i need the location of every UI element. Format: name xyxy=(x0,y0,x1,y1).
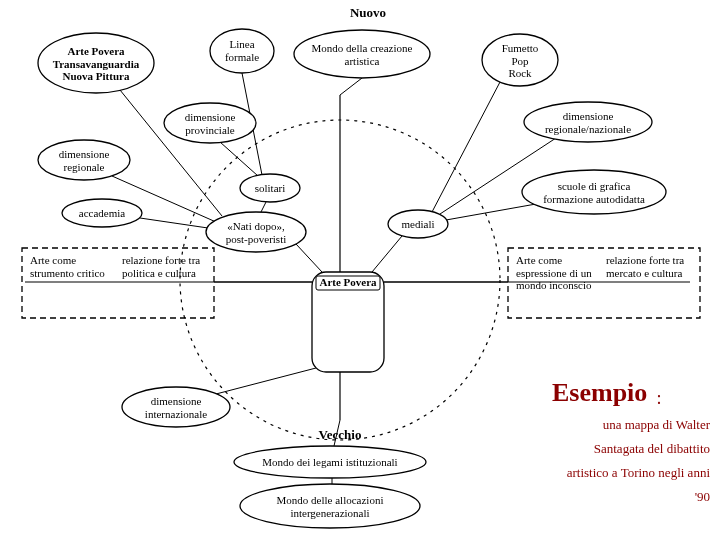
svg-line-20 xyxy=(334,420,340,446)
svg-point-30 xyxy=(38,140,130,180)
svg-point-26 xyxy=(294,30,430,78)
svg-line-14 xyxy=(296,244,322,272)
svg-point-34 xyxy=(388,210,448,238)
svg-rect-5 xyxy=(22,248,214,318)
svg-point-36 xyxy=(122,387,230,427)
svg-point-28 xyxy=(164,103,256,143)
svg-point-25 xyxy=(210,29,274,73)
svg-line-7 xyxy=(340,78,362,95)
svg-point-29 xyxy=(524,102,652,142)
svg-line-9 xyxy=(220,142,258,176)
svg-point-32 xyxy=(62,199,142,227)
svg-point-27 xyxy=(482,34,558,86)
svg-point-24 xyxy=(38,33,154,93)
svg-point-31 xyxy=(240,174,300,202)
svg-point-33 xyxy=(206,212,306,252)
svg-line-13 xyxy=(140,218,208,228)
svg-point-37 xyxy=(234,446,426,478)
svg-line-18 xyxy=(372,236,402,272)
svg-line-15 xyxy=(432,82,500,212)
svg-rect-6 xyxy=(508,248,700,318)
svg-point-38 xyxy=(240,484,420,528)
svg-line-17 xyxy=(446,204,536,220)
svg-point-35 xyxy=(522,170,666,214)
svg-rect-4 xyxy=(316,276,380,290)
svg-line-19 xyxy=(216,368,316,394)
